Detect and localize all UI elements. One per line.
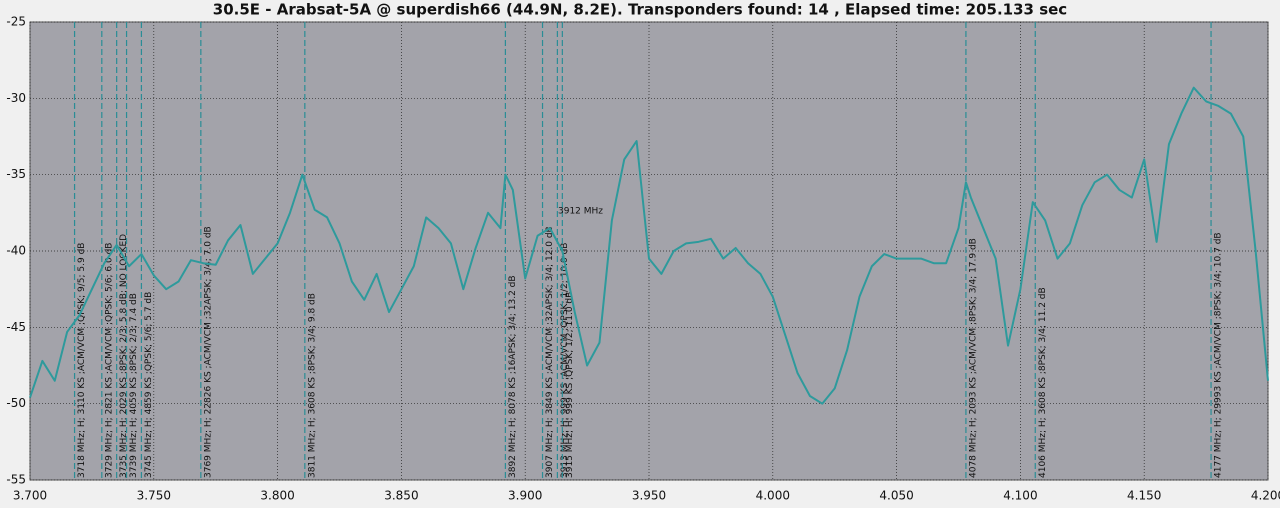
transponder-label: 3739 MHz; H; 4059 KS ;8PSK; 2/3; 7.4 dB	[129, 293, 139, 478]
transponder-label: 3811 MHz; H; 3608 KS ;8PSK; 3/4; 9.8 dB	[307, 293, 317, 478]
x-tick-label: 4.050	[879, 489, 913, 503]
y-tick-label: -30	[6, 91, 26, 105]
transponder-label: 4078 MHz; H; 2093 KS ;ACM/VCM ;8PSK; 3/4…	[968, 238, 978, 478]
y-tick-label: -45	[6, 320, 26, 334]
y-tick-label: -50	[6, 396, 26, 410]
transponder-label: 3729 MHz; H; 2821 KS ;ACM/VCM ;QPSK; 5/6…	[104, 243, 114, 479]
y-tick-label: -25	[6, 15, 26, 29]
chart-title: 30.5E - Arabsat-5A @ superdish66 (44.9N,…	[213, 1, 1067, 19]
transponder-label: 3913 MHz; H; 999 KS ;ACM/VCM ;QPSK; 1/2;…	[560, 243, 570, 479]
x-tick-label: 3.900	[508, 489, 542, 503]
x-tick-label: 4.000	[756, 489, 790, 503]
transponder-label: 3718 MHz; H; 3110 KS ;ACM/VCM ;QPSK; 9/5…	[77, 243, 87, 479]
transponder-label: 4106 MHz; H; 3608 KS ;8PSK; 3/4; 11.2 dB	[1038, 287, 1048, 478]
transponder-label: 3915 MHz; H; 999 KS ;QPSK; 1/2; 11.0 dB	[565, 292, 575, 478]
y-tick-label: -40	[6, 244, 26, 258]
y-tick-label: -55	[6, 473, 26, 487]
x-tick-label: 3.750	[137, 489, 171, 503]
x-tick-label: 3.950	[632, 489, 666, 503]
annotation: 3912 MHz	[558, 207, 603, 217]
x-tick-label: 3.850	[384, 489, 418, 503]
transponder-label: 3907 MHz; H; 3849 KS ;ACM/VCM ;32APSK; 3…	[545, 226, 555, 478]
transponder-label: 4177 MHz; H; 29993 KS ;ACM/VCM ;8PSK; 3/…	[1214, 232, 1224, 478]
transponder-label: 3745 MHz; H; 4859 KS ;QPSK; 5/6; 5.7 dB	[144, 292, 154, 478]
x-tick-label: 3.800	[260, 489, 294, 503]
x-tick-label: 4.200	[1251, 489, 1280, 503]
x-tick-label: 4.150	[1127, 489, 1161, 503]
spectrum-line	[29, 86, 1269, 405]
x-tick-label: 4.100	[1003, 489, 1037, 503]
x-tick-label: 3.700	[13, 489, 47, 503]
y-tick-label: -35	[6, 167, 26, 181]
transponder-label: 3735 MHz; H; 2029 KS ;8PSK; 2/3; 5.8 dB;…	[119, 234, 129, 478]
transponder-label: 3892 MHz; H; 8078 KS ;16APSK; 3/4; 13.2 …	[508, 275, 518, 478]
transponder-label: 3769 MHz; H; 22826 KS ;ACM/VCM ;32APSK; …	[203, 226, 213, 478]
